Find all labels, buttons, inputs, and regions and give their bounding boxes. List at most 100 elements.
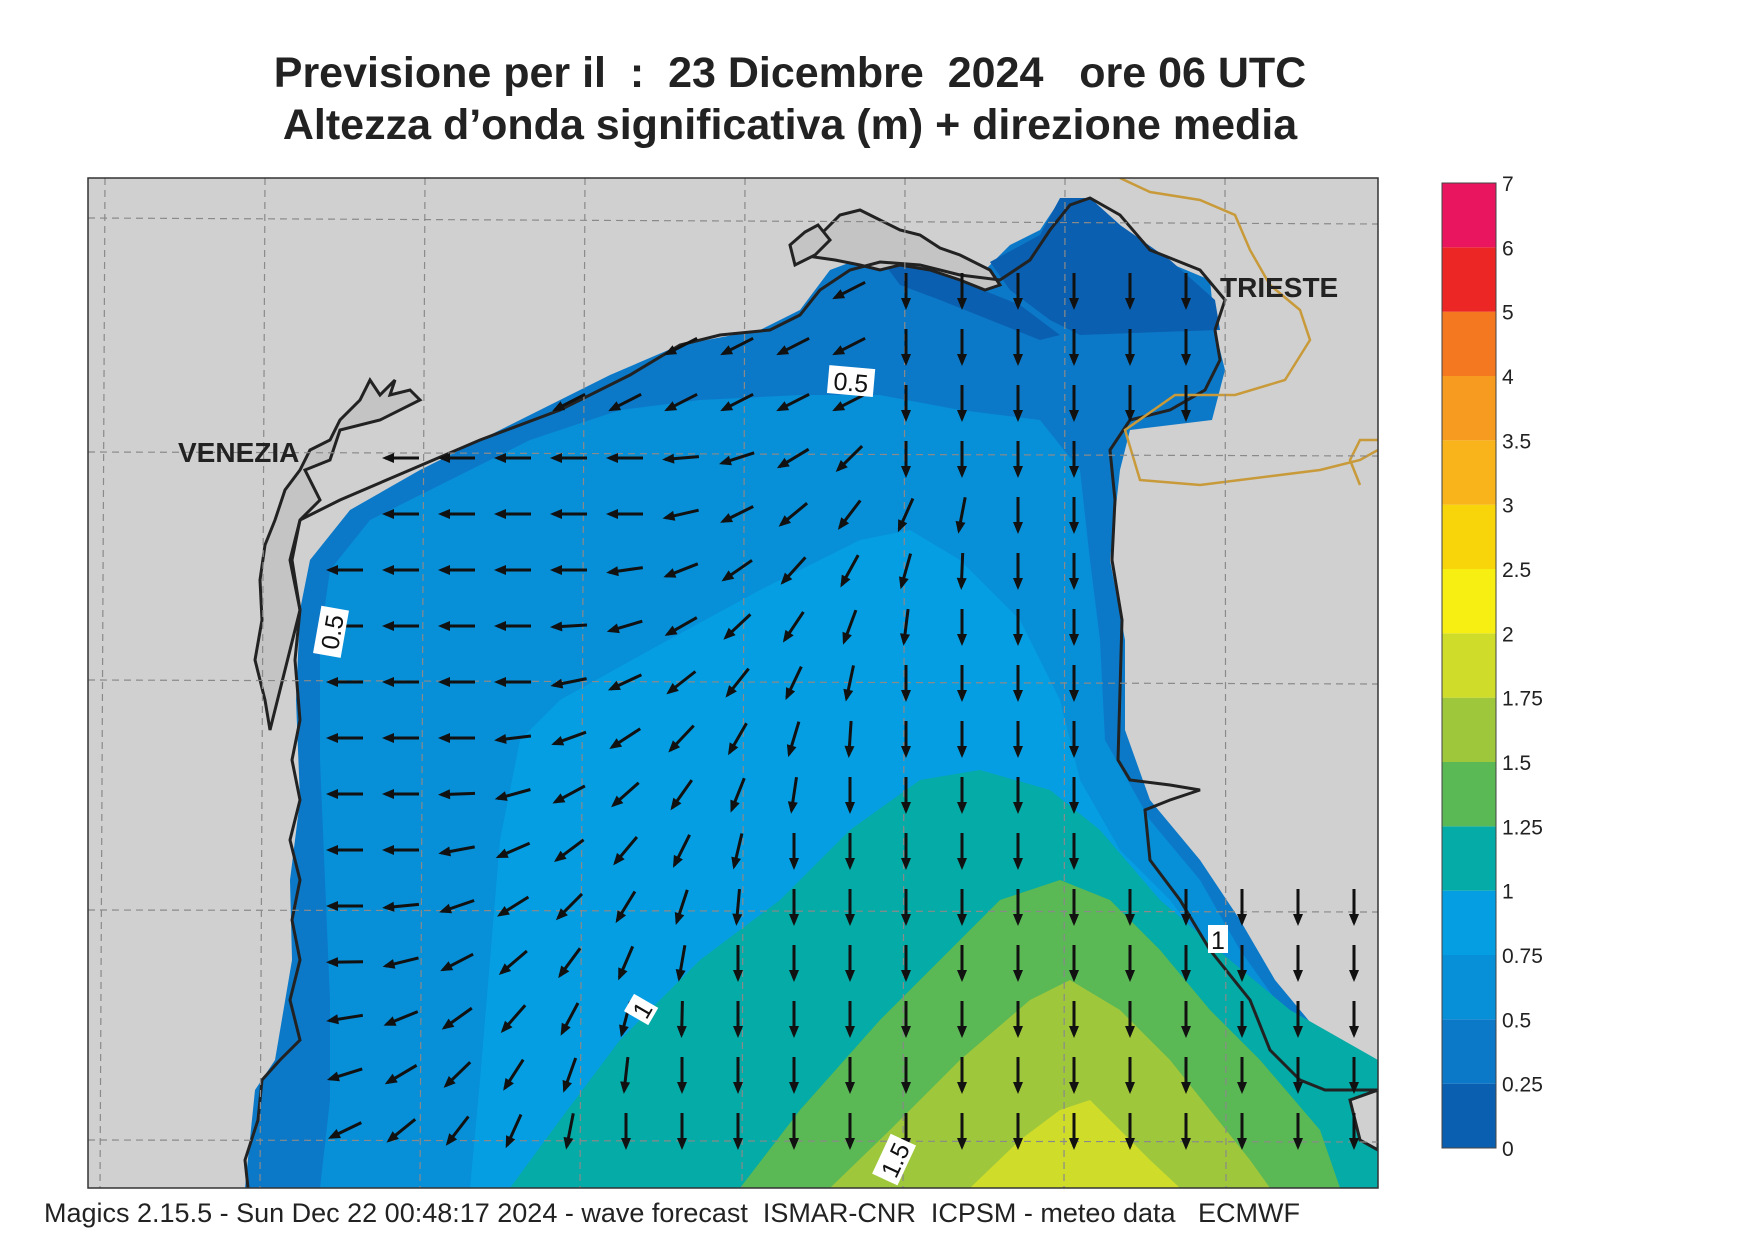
direction-arrow-head <box>550 509 562 519</box>
direction-arrow-head <box>503 1078 514 1091</box>
direction-arrow-head <box>725 685 737 698</box>
direction-arrow-head <box>615 910 627 924</box>
direction-arrow-head <box>498 963 512 975</box>
direction-arrow-head <box>957 298 967 310</box>
direction-arrow-head <box>326 901 338 911</box>
direction-arrow-head <box>1013 522 1023 534</box>
direction-arrow-head <box>723 627 736 640</box>
direction-arrow-head <box>787 801 798 814</box>
direction-arrow-head <box>382 453 394 463</box>
direction-arrow-head <box>326 1014 339 1025</box>
colorbar-tick-label: 6 <box>1502 237 1514 260</box>
direction-arrow-head <box>955 520 966 534</box>
direction-arrow-head <box>664 401 678 412</box>
direction-arrow-head <box>494 453 506 463</box>
direction-arrow-head <box>439 903 452 914</box>
colorbar-tick-label: 0.25 <box>1502 1074 1543 1097</box>
direction-arrow-head <box>552 793 566 804</box>
colorbar-tick-label: 5 <box>1502 302 1514 325</box>
direction-arrow-head <box>1181 970 1191 982</box>
colorbar-swatch <box>1442 376 1496 441</box>
direction-arrow-head <box>845 914 855 926</box>
direction-arrow-head <box>552 401 566 412</box>
colorbar-swatch <box>1442 440 1496 505</box>
direction-arrow-head <box>789 970 799 982</box>
venice-lagoon <box>253 377 423 731</box>
direction-arrow-head <box>1069 466 1079 478</box>
direction-arrow-head <box>901 1026 911 1038</box>
direction-arrow-head <box>901 914 911 926</box>
direction-arrow-head <box>382 959 396 969</box>
colorbar-swatch <box>1442 633 1496 698</box>
direction-arrow-head <box>1349 970 1359 982</box>
direction-arrow-head <box>494 509 506 519</box>
direction-arrow-head <box>611 795 624 808</box>
direction-arrow-head <box>720 345 734 356</box>
direction-arrow-head <box>550 453 562 463</box>
direction-arrow-head <box>835 460 848 472</box>
direction-arrow-head <box>1181 410 1191 422</box>
direction-arrow-head <box>1069 354 1079 366</box>
direction-arrow-head <box>550 565 562 575</box>
direction-arrow-head <box>441 1018 455 1030</box>
direction-arrow-head <box>438 509 450 519</box>
direction-arrow-head <box>733 970 743 982</box>
colorbar-swatch <box>1442 762 1496 827</box>
direction-arrow-head <box>1181 1138 1191 1150</box>
direction-arrow-head <box>673 854 683 868</box>
direction-arrow-head <box>1293 970 1303 982</box>
direction-arrow-head <box>901 354 911 366</box>
colorbar: 0 0.25 0.5 0.75 1 1.25 1.5 1.75 2 2.5 3 3.5 4 5 6 7 <box>1441 173 1543 1161</box>
direction-arrow-head <box>326 1071 340 1082</box>
direction-arrow-head <box>1293 1082 1303 1094</box>
direction-arrow-head <box>550 621 563 632</box>
direction-arrow-head <box>440 961 454 972</box>
west-coast <box>243 519 302 1188</box>
direction-arrow-head <box>607 680 621 691</box>
direction-arrow-head <box>789 914 799 926</box>
direction-arrow-head <box>1069 746 1079 758</box>
direction-arrow-head <box>789 1138 799 1150</box>
direction-arrow-head <box>845 970 855 982</box>
direction-arrow-head <box>550 678 564 689</box>
direction-arrow-head <box>832 401 846 412</box>
direction-arrow-head <box>845 802 855 814</box>
direction-arrow-head <box>901 746 911 758</box>
direction-arrow-head <box>956 577 967 590</box>
direction-arrow-head <box>382 845 394 855</box>
direction-arrow-head <box>438 677 450 687</box>
direction-arrow-head <box>563 1136 574 1150</box>
direction-arrow-head <box>326 733 338 743</box>
direction-arrow-head <box>326 789 338 799</box>
direction-arrow-head <box>733 1026 743 1038</box>
direction-arrow-head <box>901 1082 911 1094</box>
direction-arrow-head <box>1069 298 1079 310</box>
direction-arrow-head <box>1125 354 1135 366</box>
direction-arrow-head <box>1013 354 1023 366</box>
colorbar-swatch <box>1442 569 1496 634</box>
direction-arrow-head <box>845 1082 855 1094</box>
colorbar-border <box>1441 182 1497 1149</box>
direction-arrow-head <box>438 846 451 857</box>
direction-arrow-head <box>326 677 338 687</box>
colorbar-tick-label: 1.5 <box>1502 752 1531 775</box>
direction-arrow-head <box>382 733 394 743</box>
contour-label: 1 <box>1211 927 1225 955</box>
direction-arrow-head <box>494 791 508 801</box>
direction-arrow-head <box>957 970 967 982</box>
direction-arrow-head <box>1237 1138 1247 1150</box>
direction-arrow-head <box>832 345 846 356</box>
direction-arrow-head <box>1125 1026 1135 1038</box>
direction-arrow-head <box>1349 1026 1359 1038</box>
direction-arrow-head <box>957 746 967 758</box>
direction-arrow-head <box>1069 858 1079 870</box>
direction-arrow-head <box>674 912 685 925</box>
direction-arrow-head <box>1181 1082 1191 1094</box>
direction-arrow-head <box>1013 1138 1023 1150</box>
direction-arrow-head <box>1069 578 1079 590</box>
direction-arrow-head <box>785 687 796 701</box>
direction-arrow-head <box>786 744 797 758</box>
direction-arrow-head <box>1293 914 1303 926</box>
direction-arrow-head <box>832 289 846 300</box>
colorbar-tick-label: 1 <box>1502 881 1514 904</box>
